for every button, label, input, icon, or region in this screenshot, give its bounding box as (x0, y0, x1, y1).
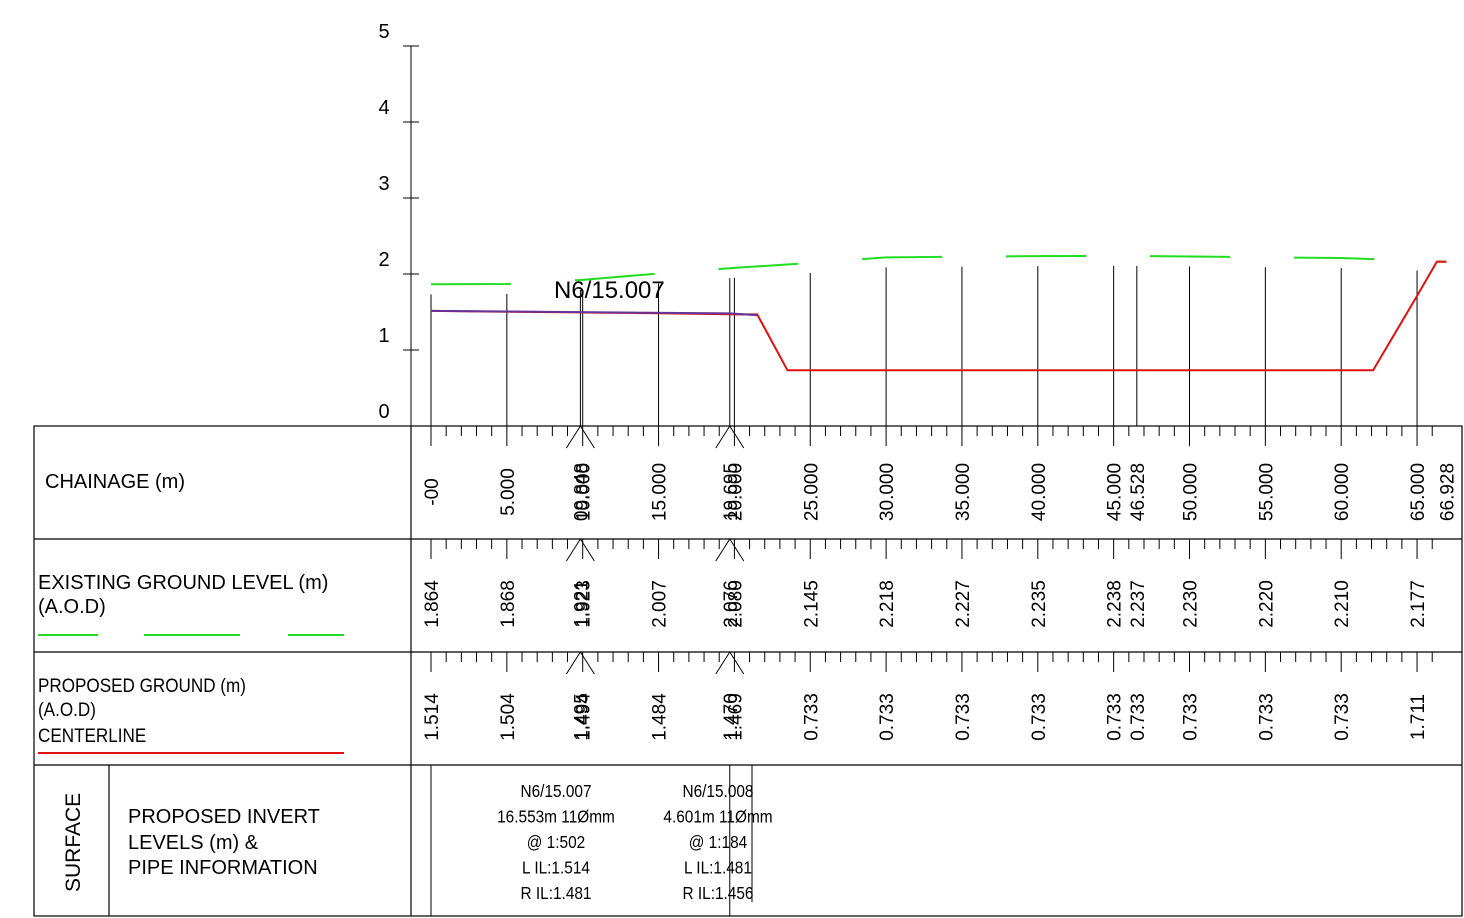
chainage-value: 65.000 (1408, 463, 1429, 521)
y-tick-label: 4 (378, 97, 389, 119)
station-marker (565, 651, 595, 675)
proposed-row-sublabel: (A.O.D) (38, 699, 96, 720)
existing-level-value: 2.220 (1256, 580, 1277, 628)
chainage-value: 60.000 (1332, 463, 1353, 521)
station-marker (715, 538, 745, 562)
existing-level-value: 1.868 (498, 580, 519, 628)
row-tick-marks (430, 425, 1433, 675)
station-marker (565, 538, 595, 562)
existing-level-value: 1.923 (574, 580, 595, 628)
station-marker (715, 425, 745, 449)
proposed-level-value: 1.470 (721, 693, 742, 741)
chainage-value: 55.000 (1256, 463, 1277, 521)
existing-level-value: 2.235 (1029, 580, 1050, 628)
chainage-value: 20.000 (725, 463, 746, 521)
chainage-value: 25.000 (801, 463, 822, 521)
chainage-row-label: CHAINAGE (m) (45, 471, 185, 493)
existing-ground-path (430, 254, 1447, 286)
chainage-value: 10.000 (574, 463, 595, 521)
existing-row-label: EXISTING GROUND LEVEL (m) (38, 572, 328, 594)
chainage-value: 5.000 (498, 468, 519, 516)
proposed-row-label: PROPOSED GROUND (m) (38, 675, 246, 696)
pipe-information: N6/15.007 16.553m 11Ømm @ 1:502 L IL:1.514 R… (430, 765, 773, 916)
existing-ground-line (430, 254, 1447, 286)
existing-level-value: 1.921 (571, 580, 592, 628)
invert-row-label-3: PIPE INFORMATION (128, 857, 318, 879)
station-marker (565, 425, 595, 449)
existing-level-value: 2.080 (725, 580, 746, 628)
proposed-level-value: 0.733 (1029, 693, 1050, 741)
y-tick-label: 1 (378, 325, 389, 347)
existing-level-value: 2.145 (801, 580, 822, 628)
proposed-level-value: 0.733 (877, 693, 898, 741)
y-tick-label: 2 (378, 249, 389, 271)
pipe-info-line: @ 1:184 (689, 833, 747, 852)
pipe-info-line: L IL:1.514 (522, 859, 590, 878)
y-axis-ticks: 0 1 2 3 4 5 (378, 21, 419, 427)
existing-level-value: 1.864 (422, 580, 443, 628)
chainage-value: 15.000 (650, 463, 671, 521)
y-tick-label: 5 (378, 21, 389, 43)
pipe-info-line: 4.601m 11Ømm (663, 808, 772, 827)
existing-level-value: 2.210 (1332, 580, 1353, 628)
proposed-level-value: 1.504 (498, 693, 519, 741)
y-tick-label: 3 (378, 173, 389, 195)
existing-level-value: 2.227 (953, 580, 974, 628)
proposed-level-value: 0.733 (1256, 693, 1277, 741)
invert-row-label-2: LEVELS (m) & (128, 832, 259, 854)
data-table (33, 425, 1463, 917)
proposed-level-value: 1.514 (422, 693, 443, 741)
proposed-level-value: 0.733 (953, 693, 974, 741)
chainage-value: 40.000 (1029, 463, 1050, 521)
existing-level-value: 2.177 (1408, 580, 1429, 628)
table-border (33, 425, 1463, 917)
existing-level-value: 2.076 (721, 580, 742, 628)
chainage-value: 19.695 (721, 463, 742, 521)
proposed-level-value: 1.494 (574, 693, 595, 741)
chainage-value: 50.000 (1181, 463, 1202, 521)
chainage-value: -00 (422, 478, 443, 505)
pipe-info-line: R IL:1.481 (520, 884, 591, 903)
chainage-value: 66.928 (1437, 463, 1458, 521)
proposed-level-value: 0.733 (1105, 693, 1126, 741)
proposed-level-value: 0.733 (1181, 693, 1202, 741)
existing-level-value: 2.237 (1128, 580, 1149, 628)
proposed-row-centerline-label: CENTERLINE (38, 725, 146, 746)
proposed-level-value: 1.469 (725, 693, 746, 741)
proposed-level-value: 1.495 (571, 693, 592, 741)
pipe-info-line: @ 1:502 (527, 833, 585, 852)
proposed-level-value: 0.733 (1128, 693, 1149, 741)
pipe-info-line: N6/15.008 (682, 782, 753, 801)
chainage-value: 45.000 (1105, 463, 1126, 521)
chainage-value: 35.000 (953, 463, 974, 521)
existing-row-sublabel: (A.O.D) (38, 596, 106, 618)
existing-level-value: 2.007 (650, 580, 671, 628)
proposed-level-value: 0.733 (801, 693, 822, 741)
proposed-level-value: 0.733 (1332, 693, 1353, 741)
existing-level-value: 2.218 (877, 580, 898, 628)
pipe-info-line: L IL:1.481 (684, 859, 752, 878)
proposed-level-value: 1.711 (1408, 694, 1429, 740)
existing-level-value: 2.230 (1181, 580, 1202, 628)
pipe-info-line: N6/15.007 (520, 782, 591, 801)
pipe-info-line: 16.553m 11Ømm (497, 808, 615, 827)
pipe-invert-path (430, 309, 758, 317)
chainage-value: 30.000 (877, 463, 898, 521)
station-marker (715, 651, 745, 675)
pipe-label: N6/15.007 (554, 277, 665, 304)
pipe-info-line: R IL:1.456 (682, 884, 753, 903)
pipe-invert-line (430, 309, 758, 317)
chainage-value: 09.848 (571, 463, 592, 521)
chainage-value: 46.528 (1128, 463, 1149, 521)
surface-side-label: SURFACE (62, 793, 85, 892)
proposed-level-value: 1.484 (650, 693, 671, 741)
invert-row-label: PROPOSED INVERT (128, 806, 320, 828)
existing-level-value: 2.238 (1105, 580, 1126, 628)
y-tick-label: 0 (378, 401, 389, 423)
